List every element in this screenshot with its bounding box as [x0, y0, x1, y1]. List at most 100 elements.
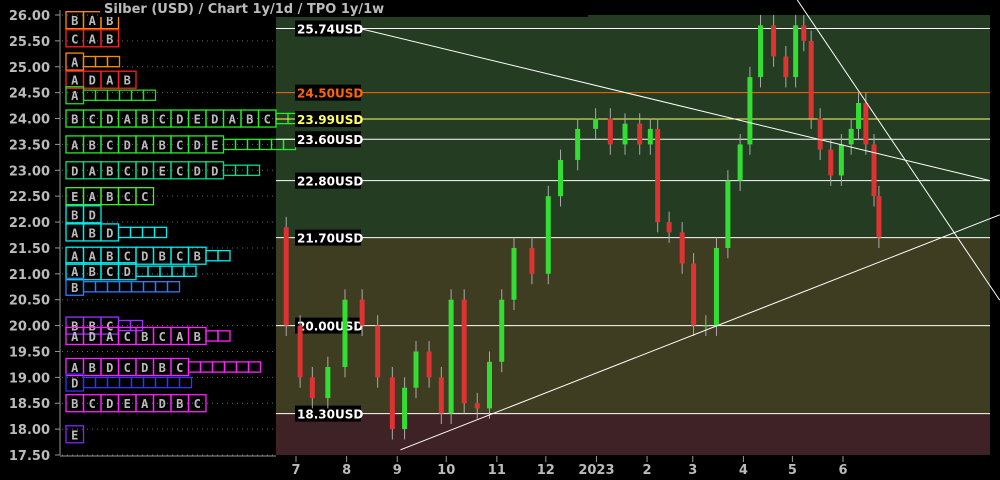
tpo-letters: A — [71, 56, 89, 70]
price-level-label: 21.70USD — [297, 232, 363, 246]
y-tick-label: 22.00 — [9, 216, 50, 231]
candle-down — [375, 325, 381, 378]
price-level-label: 23.99USD — [297, 113, 363, 127]
y-tick-label: 20.50 — [9, 294, 50, 309]
tpo-box — [118, 376, 133, 389]
tpo-box — [117, 70, 137, 89]
price-level-label: 24.50USD — [297, 87, 363, 101]
tpo-row: EABCC — [65, 187, 155, 206]
candle-down — [691, 263, 697, 326]
tpo-row: E — [65, 425, 89, 444]
tpo-letters: E — [71, 428, 89, 442]
candle-up — [838, 144, 844, 176]
candle-up — [758, 25, 764, 78]
price-level-label: 20.00USD — [297, 320, 363, 334]
x-tick-label: 2 — [643, 463, 652, 478]
candle-down — [828, 149, 834, 176]
y-tick-label: 25.50 — [9, 35, 50, 50]
price-zone — [276, 413, 990, 455]
candle-down — [438, 377, 444, 414]
tpo-box — [166, 281, 181, 293]
candle-down — [426, 351, 432, 378]
candle-up — [848, 128, 854, 145]
tpo-box — [118, 281, 133, 293]
tpo-letters: BAB — [71, 14, 124, 28]
tpo-row: ABCD — [65, 262, 197, 281]
y-tick-label: 20.00 — [9, 320, 50, 335]
chart-title: Silber (USD) / Chart 1y/1d / TPO 1y/1w — [100, 2, 588, 17]
x-tick-label: 7 — [291, 463, 300, 478]
tpo-box — [147, 265, 161, 277]
price-level-label-bg — [295, 84, 361, 101]
tpo-row: ADAB — [65, 70, 141, 89]
y-tick-label: 22.50 — [9, 190, 50, 205]
tpo-box — [246, 164, 261, 177]
tpo-box — [199, 361, 214, 373]
candle-down — [808, 40, 814, 119]
candle-up — [448, 299, 454, 414]
tpo-row: ABCDABCDE — [65, 135, 297, 154]
candle-up — [545, 196, 551, 274]
price-level-label-bg — [295, 172, 361, 189]
tpo-box — [171, 265, 185, 277]
candle-down — [783, 56, 789, 78]
candle-up — [713, 247, 719, 326]
candle-up — [558, 159, 564, 197]
candle-up — [703, 325, 709, 327]
price-level-label-bg — [295, 131, 361, 148]
tpo-letters: ABCD — [71, 265, 141, 279]
candle-up — [725, 180, 731, 248]
x-tick-label: 2023 — [578, 463, 614, 478]
price-level-label: 23.60USD — [297, 133, 363, 147]
candle-down — [637, 123, 643, 145]
tpo-letters: BD — [71, 208, 106, 222]
tpo-box — [65, 425, 85, 444]
tpo-box — [129, 226, 144, 239]
y-tick-label: 23.50 — [9, 138, 50, 153]
tpo-box — [154, 376, 169, 389]
tpo-box — [217, 249, 231, 262]
candle-up — [575, 128, 581, 160]
tpo-box — [187, 394, 207, 413]
candle-down — [359, 299, 365, 326]
tpo-box — [106, 55, 121, 68]
tpo-box — [142, 89, 157, 101]
tpo-letters: BCDEADBC — [71, 397, 211, 411]
tpo-letters: DABCDECDD — [71, 164, 229, 178]
tpo-letters: CAB — [71, 32, 124, 46]
candle-up — [413, 351, 419, 388]
candle-up — [747, 77, 753, 145]
candle-down — [771, 25, 777, 57]
trendline — [359, 27, 991, 182]
y-tick-label: 18.00 — [9, 423, 50, 438]
tpo-letters: ADAB — [71, 74, 141, 88]
tpo-box — [142, 376, 157, 389]
candle-up — [511, 247, 517, 300]
candle-down — [474, 403, 480, 409]
x-tick-label: 3 — [688, 463, 697, 478]
tpo-row: BCDEADBC — [65, 394, 211, 413]
candle-down — [607, 118, 613, 145]
tpo-box — [235, 361, 250, 373]
candle-down — [297, 325, 303, 378]
tpo-box — [94, 281, 109, 293]
y-tick-label: 26.00 — [9, 9, 50, 24]
tpo-box — [223, 361, 238, 373]
candle-up — [499, 299, 505, 362]
x-tick-label: 11 — [488, 463, 506, 478]
candle-down — [309, 377, 315, 399]
price-level-label-bg — [295, 111, 361, 128]
tpo-letters: BCDABCDEDABC — [71, 113, 281, 127]
price-level-label-bg — [295, 405, 361, 422]
candle-up — [737, 144, 743, 181]
tpo-row: ABD — [65, 223, 168, 242]
candle-up — [402, 387, 408, 430]
price-level-label: 22.80USD — [297, 175, 363, 189]
tpo-box — [142, 281, 157, 293]
x-axis-bg — [276, 455, 990, 480]
candle-up — [622, 123, 628, 145]
y-tick-label: 24.00 — [9, 113, 50, 128]
tpo-box — [130, 376, 145, 389]
y-tick-label: 21.50 — [9, 242, 50, 257]
